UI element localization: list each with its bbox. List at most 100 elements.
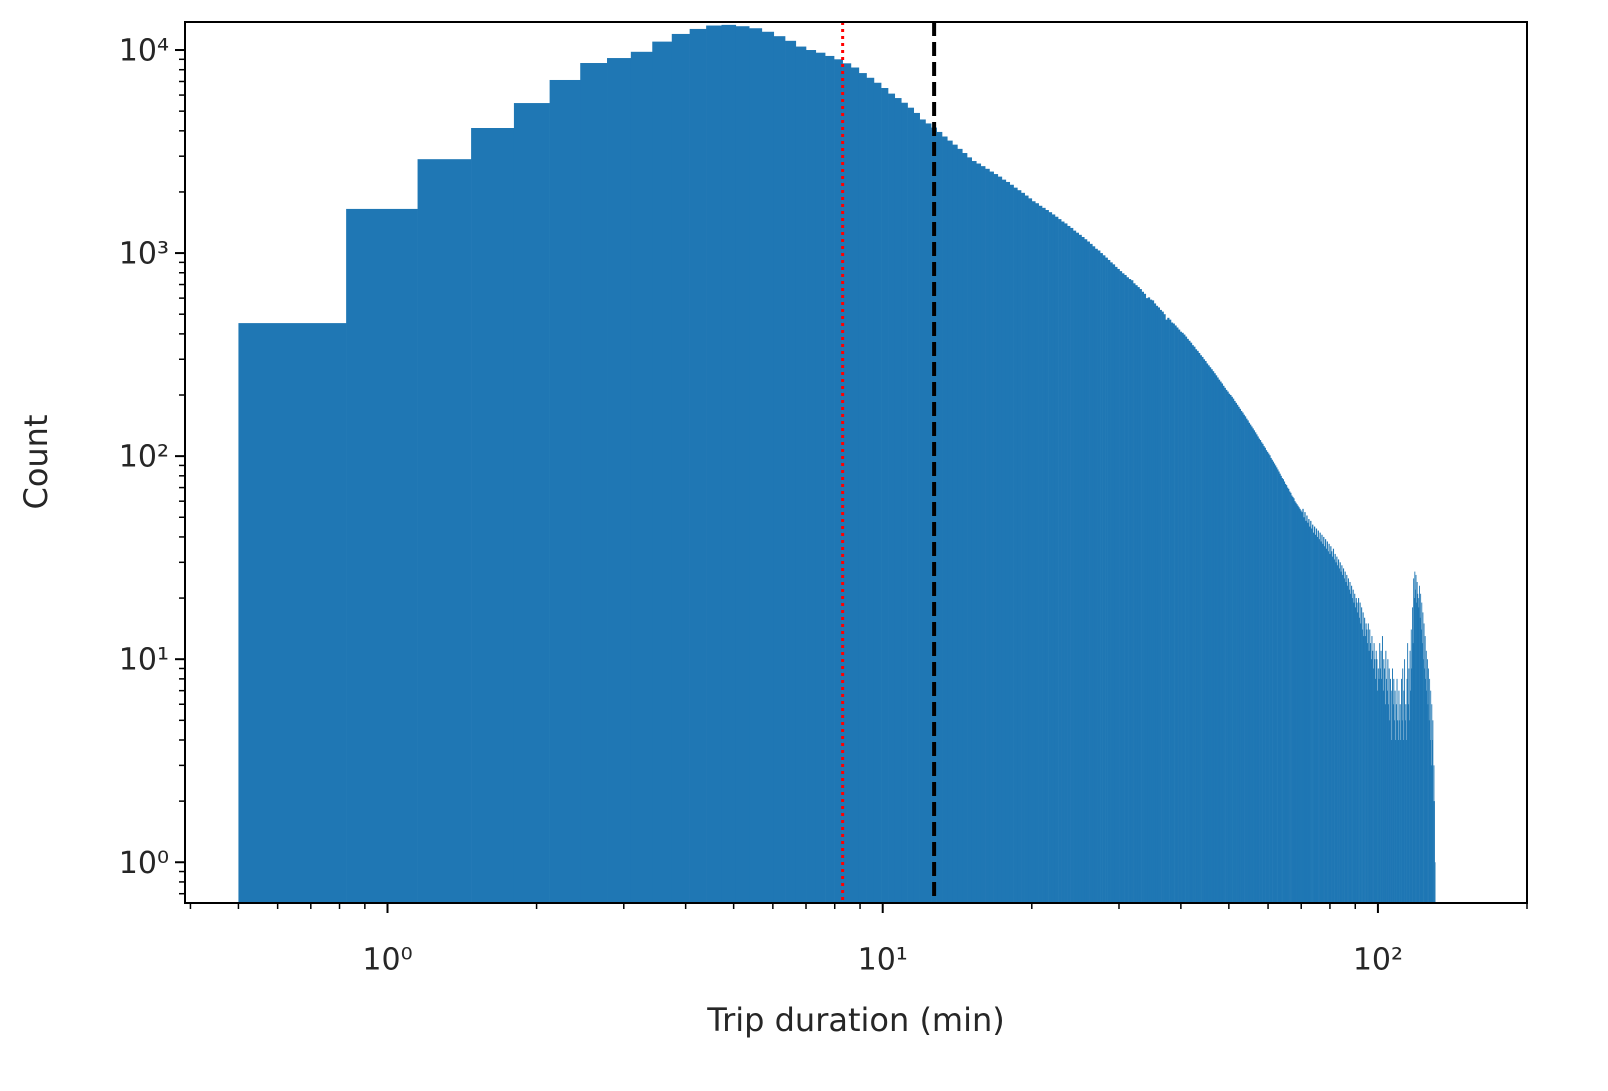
bar xyxy=(1400,740,1402,903)
bar xyxy=(1397,740,1399,903)
bar xyxy=(1092,246,1096,904)
bar xyxy=(1143,293,1147,903)
bar xyxy=(1399,704,1401,903)
bar xyxy=(1347,578,1349,903)
bar xyxy=(1431,704,1433,903)
bar xyxy=(1414,589,1416,903)
bar xyxy=(1282,479,1285,903)
bar xyxy=(1207,365,1210,903)
bar xyxy=(1380,650,1382,903)
bar xyxy=(1094,248,1098,904)
bar xyxy=(1335,562,1337,903)
bar xyxy=(1024,195,1029,903)
bar xyxy=(1386,690,1388,903)
bar xyxy=(1017,190,1022,904)
bar xyxy=(1333,559,1335,903)
bar xyxy=(1269,455,1271,903)
bar xyxy=(1366,629,1368,903)
bar xyxy=(1395,740,1397,903)
bar xyxy=(947,140,953,903)
bar xyxy=(1332,556,1334,903)
bar xyxy=(1407,704,1409,903)
bar xyxy=(1408,668,1410,903)
bar xyxy=(1381,636,1383,903)
bar xyxy=(1241,412,1244,903)
bar xyxy=(1347,585,1349,903)
bar xyxy=(1396,678,1398,903)
bar xyxy=(1413,598,1415,903)
bar xyxy=(1428,720,1430,903)
bar xyxy=(1349,581,1351,903)
bar xyxy=(815,52,826,904)
bar xyxy=(1414,571,1416,903)
bar xyxy=(689,28,707,903)
bar xyxy=(980,166,986,904)
bar xyxy=(1404,720,1406,903)
bar xyxy=(1169,319,1172,904)
bar xyxy=(1393,678,1395,903)
bar xyxy=(1304,512,1306,903)
bar xyxy=(962,153,968,903)
bar xyxy=(1399,720,1401,903)
bar xyxy=(1390,690,1392,903)
bar xyxy=(1149,299,1153,903)
bar xyxy=(888,93,896,904)
bar xyxy=(1281,478,1283,903)
bar xyxy=(913,112,920,904)
bar xyxy=(1369,643,1372,903)
bar xyxy=(761,31,775,904)
bar xyxy=(1429,740,1431,903)
bar xyxy=(1084,239,1088,903)
bar xyxy=(1434,862,1436,903)
bar xyxy=(1413,578,1415,903)
bar xyxy=(1423,623,1425,903)
bar xyxy=(1064,223,1068,903)
bar xyxy=(1403,690,1405,903)
bar xyxy=(1342,568,1345,903)
bar xyxy=(1185,336,1188,903)
bar xyxy=(1212,371,1215,903)
bar xyxy=(1433,801,1434,903)
bar xyxy=(1145,298,1149,903)
bar xyxy=(1274,465,1277,903)
bar xyxy=(1222,385,1225,903)
bar xyxy=(1324,546,1326,903)
bar xyxy=(1239,408,1241,903)
bar xyxy=(1294,501,1296,903)
bar xyxy=(1126,277,1129,903)
bar xyxy=(1186,338,1189,903)
bar xyxy=(1119,271,1123,903)
bar xyxy=(936,131,943,903)
bar xyxy=(1306,515,1308,903)
bar xyxy=(976,163,982,903)
bar xyxy=(1350,593,1352,903)
bar xyxy=(417,159,472,903)
bar xyxy=(1345,581,1347,903)
bar xyxy=(1038,205,1043,904)
bar xyxy=(1097,250,1101,903)
bar xyxy=(1390,678,1392,903)
bar xyxy=(1228,393,1231,903)
bar xyxy=(1374,659,1376,903)
bar xyxy=(1423,659,1424,903)
bar xyxy=(1393,720,1395,903)
bar xyxy=(1384,704,1386,903)
bar xyxy=(1270,457,1272,903)
bar xyxy=(1405,740,1407,903)
bar xyxy=(1412,643,1414,903)
bar xyxy=(1338,568,1340,903)
bar xyxy=(1389,720,1391,903)
bar xyxy=(1417,593,1419,903)
bar xyxy=(952,144,958,904)
bar xyxy=(1362,612,1364,903)
bar xyxy=(1309,526,1311,903)
bar xyxy=(985,168,990,903)
bar xyxy=(858,73,867,903)
bar xyxy=(1425,650,1427,903)
bar xyxy=(993,174,999,903)
bar xyxy=(1048,212,1053,904)
bar xyxy=(1358,598,1360,903)
bar xyxy=(989,171,994,904)
bar xyxy=(1181,332,1184,903)
bar xyxy=(1391,740,1393,903)
